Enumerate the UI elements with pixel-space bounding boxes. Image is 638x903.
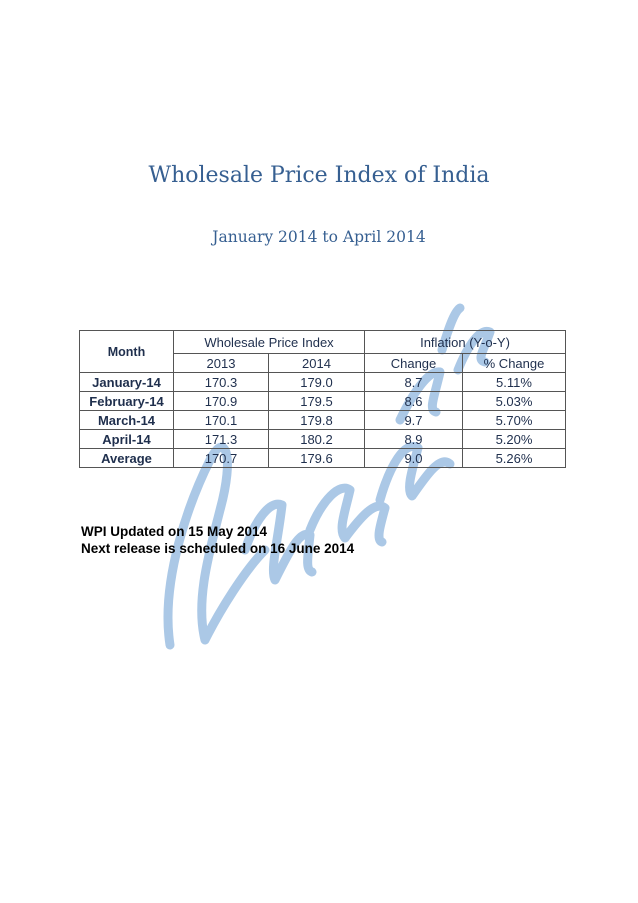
change-cell: 9.0 (364, 448, 463, 468)
change-cell: 8.6 (364, 391, 463, 411)
table-row: January-14 170.3 179.0 8.7 5.11% (79, 372, 566, 392)
month-header: Month (79, 330, 174, 373)
table-row: March-14 170.1 179.8 9.7 5.70% (79, 410, 566, 430)
wpi-2014-cell: 179.0 (268, 372, 365, 392)
wpi-group-header: Wholesale Price Index (173, 330, 365, 354)
release-notes: WPI Updated on 15 May 2014 Next release … (81, 523, 354, 557)
pct-change-header: % Change (462, 353, 566, 373)
updated-note: WPI Updated on 15 May 2014 (81, 524, 268, 539)
page-subtitle: January 2014 to April 2014 (212, 228, 426, 246)
wpi-2013-cell: 170.1 (173, 410, 269, 430)
change-header: Change (364, 353, 463, 373)
pct-change-cell: 5.11% (462, 372, 566, 392)
table-row: February-14 170.9 179.5 8.6 5.03% (79, 391, 566, 411)
change-cell: 8.9 (364, 429, 463, 449)
wpi-2013-cell: 171.3 (173, 429, 269, 449)
wpi-table: Month Wholesale Price Index Inflation (Y… (79, 330, 566, 468)
wpi-2014-cell: 180.2 (268, 429, 365, 449)
wpi-2013-cell: 170.9 (173, 391, 269, 411)
month-cell: Average (79, 448, 174, 468)
wpi-2013-cell: 170.3 (173, 372, 269, 392)
year-2013-header: 2013 (173, 353, 269, 373)
wpi-2014-cell: 179.6 (268, 448, 365, 468)
year-2014-header: 2014 (268, 353, 365, 373)
wpi-2014-cell: 179.8 (268, 410, 365, 430)
change-cell: 8.7 (364, 372, 463, 392)
pct-change-cell: 5.20% (462, 429, 566, 449)
month-cell: March-14 (79, 410, 174, 430)
change-cell: 9.7 (364, 410, 463, 430)
pct-change-cell: 5.03% (462, 391, 566, 411)
month-cell: April-14 (79, 429, 174, 449)
month-cell: January-14 (79, 372, 174, 392)
inflation-group-header: Inflation (Y-o-Y) (364, 330, 566, 354)
wpi-2013-cell: 170.7 (173, 448, 269, 468)
next-release-note: Next release is scheduled on 16 June 201… (81, 541, 355, 556)
page-title: Wholesale Price Index of India (148, 163, 490, 188)
table-header-row: Month Wholesale Price Index Inflation (Y… (79, 330, 566, 373)
pct-change-cell: 5.26% (462, 448, 566, 468)
month-cell: February-14 (79, 391, 174, 411)
table-row-average: Average 170.7 179.6 9.0 5.26% (79, 448, 566, 468)
table-row: April-14 171.3 180.2 8.9 5.20% (79, 429, 566, 449)
wpi-2014-cell: 179.5 (268, 391, 365, 411)
pct-change-cell: 5.70% (462, 410, 566, 430)
